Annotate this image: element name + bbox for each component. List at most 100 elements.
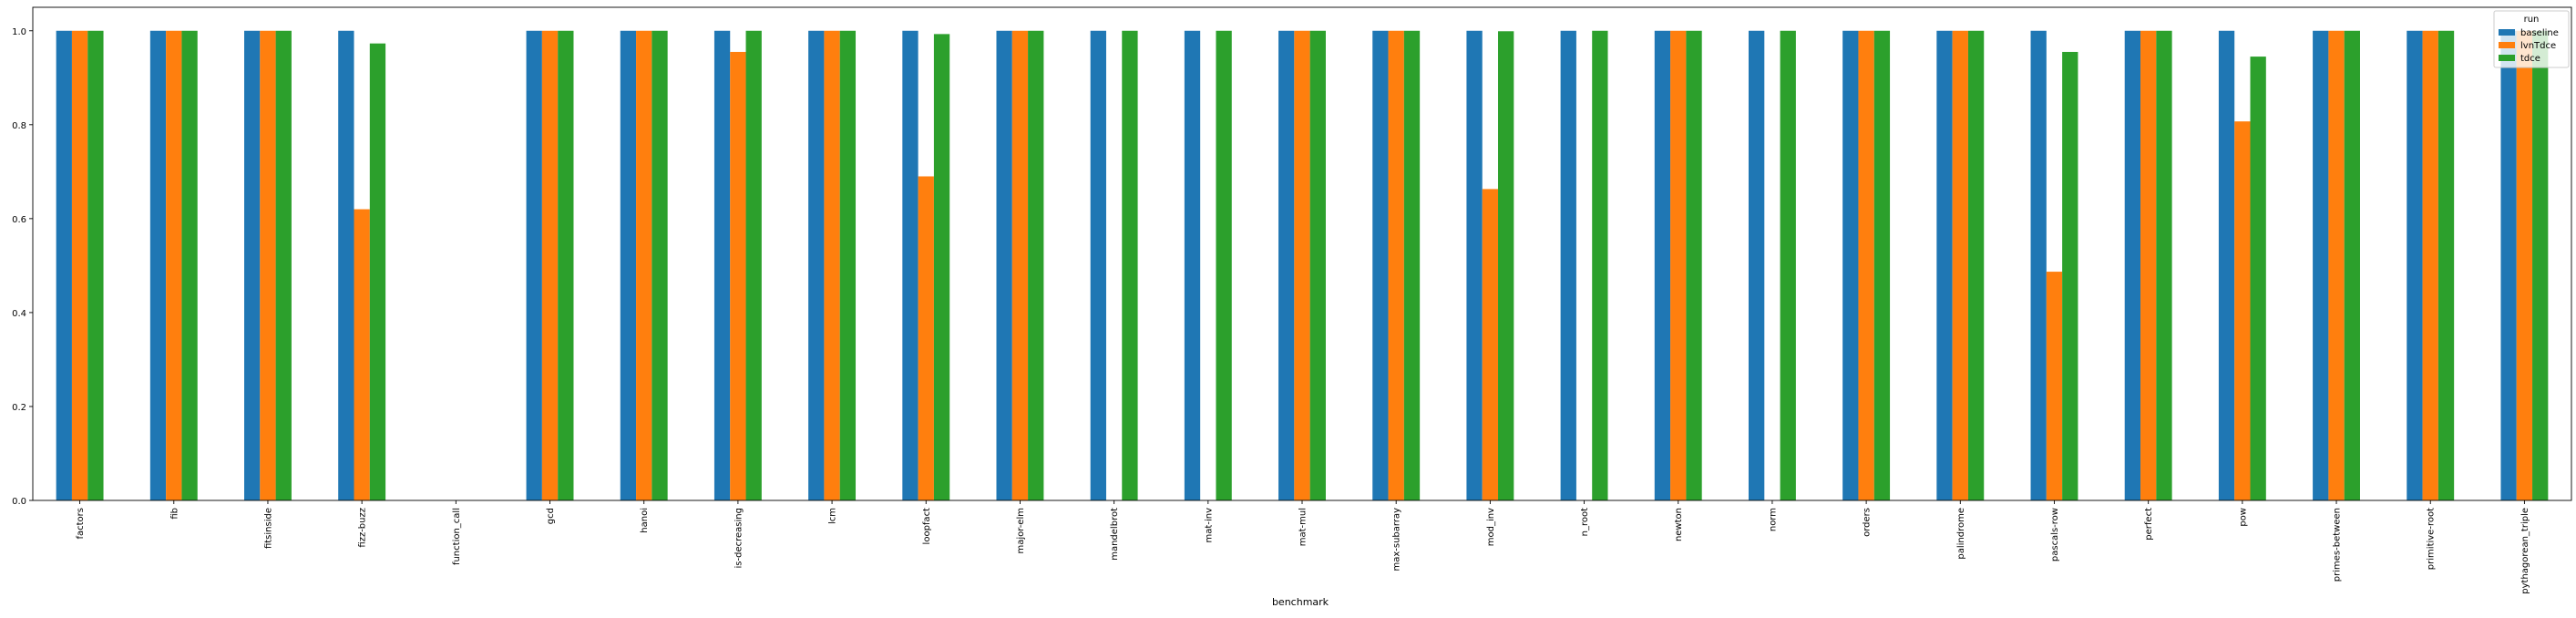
bar-baseline-fizz-buzz [338, 30, 354, 500]
bar-lvnTdce-mod_inv [1482, 189, 1499, 500]
bar-tdce-fizz-buzz [369, 43, 386, 501]
bar-baseline-factors [56, 30, 72, 500]
bar-baseline-perfect [2124, 30, 2141, 500]
bar-tdce-fitsinside [275, 30, 292, 500]
x-tick-label: pascals-row [2050, 508, 2060, 561]
bar-tdce-primitive-root [2437, 30, 2455, 500]
bar-baseline-pow [2218, 30, 2235, 500]
bar-tdce-palindrome [1967, 30, 1985, 500]
bar-tdce-perfect [2156, 30, 2172, 500]
bar-tdce-orders [1873, 30, 1891, 500]
bar-lvnTdce-lcm [824, 30, 840, 500]
x-tick-label: perfect [2144, 508, 2154, 541]
bar-baseline-major-elm [996, 30, 1012, 500]
bar-tdce-gcd [558, 30, 574, 500]
bar-lvnTdce-max-subarray [1388, 30, 1404, 500]
x-tick-label: function_call [452, 508, 462, 565]
bar-tdce-loopfact [933, 34, 950, 501]
bar-tdce-fib [181, 30, 198, 500]
x-tick-label: newton [1674, 508, 1684, 541]
bar-lvnTdce-pow [2234, 121, 2251, 500]
bar-tdce-factors [87, 30, 104, 500]
bar-lvnTdce-fib [166, 30, 182, 500]
bar-lvnTdce-major-elm [1011, 30, 1029, 500]
y-tick-label: 0.4 [12, 309, 26, 319]
x-tick-label: primes-between [2333, 508, 2343, 582]
x-tick-label: gcd [546, 508, 556, 524]
bar-baseline-primes-between [2313, 30, 2329, 500]
legend-swatch-baseline [2499, 29, 2515, 36]
x-tick-label: mat-mul [1298, 508, 1309, 546]
legend-label-tdce: tdce [2520, 54, 2540, 64]
legend-swatch-lvnTdce [2499, 42, 2515, 48]
bar-baseline-mod_inv [1466, 30, 1483, 500]
bar-lvnTdce-is-decreasing [730, 51, 746, 500]
x-tick-label: hanoi [640, 508, 650, 533]
bar-lvnTdce-palindrome [1952, 30, 1968, 500]
x-tick-label: fitsinside [263, 508, 273, 549]
y-tick-label: 1.0 [12, 27, 26, 37]
y-tick-label: 0.0 [12, 497, 26, 507]
bar-tdce-mat-inv [1216, 30, 1232, 500]
x-axis-label: benchmark [1272, 596, 1329, 608]
bar-tdce-mandelbrot [1122, 30, 1138, 500]
bar-tdce-major-elm [1028, 30, 1044, 500]
legend-title: run [2524, 15, 2540, 25]
bar-tdce-n_root [1592, 30, 1608, 500]
bar-tdce-primes-between [2344, 30, 2360, 500]
bar-baseline-lcm [808, 30, 825, 500]
bar-baseline-primitive-root [2407, 30, 2423, 500]
x-tick-label: major-elm [1016, 508, 1026, 554]
x-tick-label: is-decreasing [734, 508, 744, 568]
legend-swatch-tdce [2499, 55, 2515, 61]
bar-lvnTdce-factors [71, 30, 88, 500]
bar-lvnTdce-primitive-root [2422, 30, 2438, 500]
x-tick-label: orders [1863, 508, 1873, 537]
bar-tdce-pascals-row [2062, 51, 2078, 500]
x-tick-label: mat-inv [1204, 508, 1214, 543]
bar-tdce-lcm [839, 30, 857, 500]
bar-lvnTdce-gcd [541, 30, 559, 500]
x-tick-label: palindrome [1956, 508, 1966, 560]
bar-baseline-orders [1842, 30, 1859, 500]
x-tick-label: primitive-root [2427, 508, 2437, 570]
bar-lvnTdce-pascals-row [2046, 272, 2063, 500]
bar-tdce-pythagorean_triple [2532, 30, 2549, 500]
x-tick-label: lcm [828, 508, 838, 524]
x-tick-label: factors [76, 508, 86, 540]
bar-baseline-loopfact [902, 30, 919, 500]
x-tick-label: pythagorean_triple [2520, 508, 2530, 594]
bar-lvnTdce-newton [1670, 30, 1687, 500]
bar-baseline-palindrome [1936, 30, 1953, 500]
bar-lvnTdce-primes-between [2328, 30, 2345, 500]
y-tick-label: 0.2 [12, 403, 26, 413]
legend-box [2493, 10, 2570, 68]
bar-tdce-mod_inv [1498, 31, 1514, 500]
bar-baseline-mat-mul [1278, 30, 1295, 500]
bar-tdce-norm [1780, 30, 1796, 500]
x-tick-label: norm [1768, 508, 1778, 531]
bar-lvnTdce-mat-mul [1294, 30, 1310, 500]
x-tick-label: max-subarray [1392, 508, 1402, 572]
x-tick-label: fizz-buzz [358, 508, 368, 548]
bar-tdce-mat-mul [1309, 30, 1326, 500]
bar-tdce-is-decreasing [745, 30, 762, 500]
x-tick-label: mandelbrot [1110, 508, 1120, 561]
bar-lvnTdce-fizz-buzz [354, 209, 370, 501]
axes-layer: 0.0 0.2 0.4 0.6 0.8 1.0 factors fib fitsinside fi… [12, 6, 2572, 594]
bars-layer [56, 30, 2549, 501]
bar-lvnTdce-perfect [2140, 30, 2157, 500]
bar-baseline-n_root [1560, 30, 1576, 500]
bar-lvnTdce-pythagorean_triple [2516, 30, 2533, 500]
bar-baseline-fitsinside [244, 30, 261, 500]
bar-baseline-max-subarray [1372, 30, 1389, 500]
bar-baseline-hanoi [620, 30, 637, 500]
bar-tdce-hanoi [652, 30, 668, 500]
bar-tdce-pow [2250, 57, 2266, 500]
bar-lvnTdce-fitsinside [260, 30, 276, 500]
bar-tdce-max-subarray [1403, 30, 1421, 500]
legend-label-lvnTdce: lvnTdce [2520, 41, 2556, 51]
bar-baseline-fib [149, 30, 167, 500]
